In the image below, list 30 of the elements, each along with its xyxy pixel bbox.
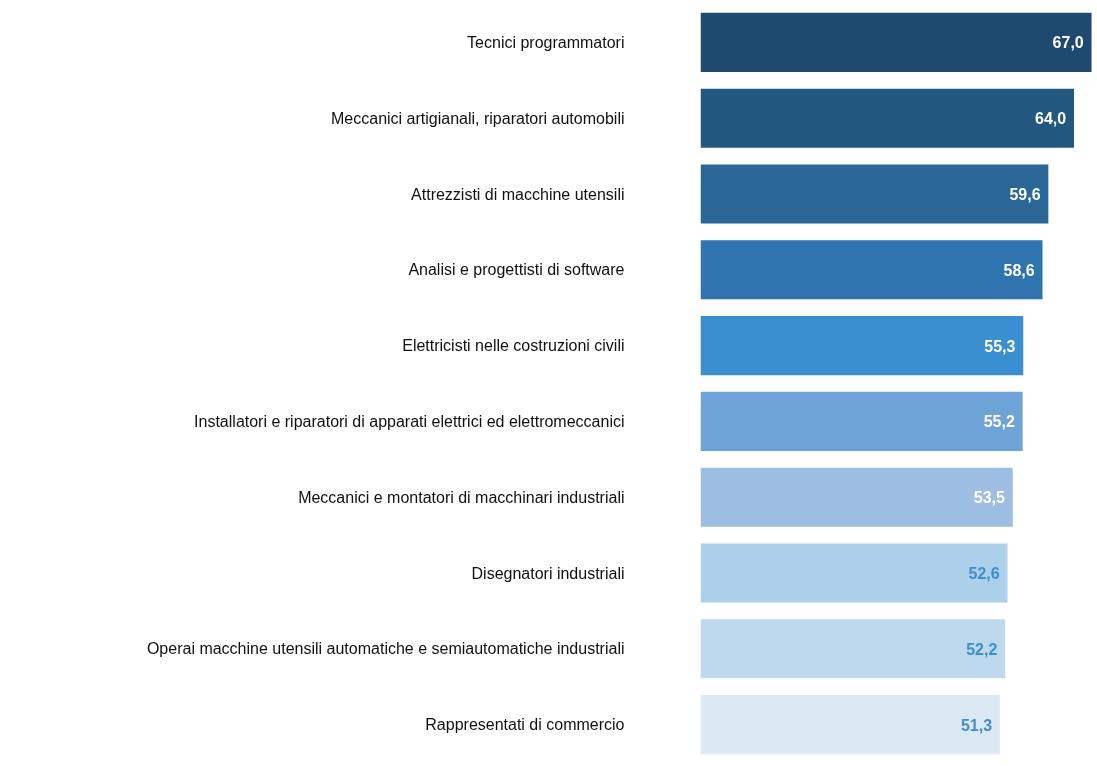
y-tick-label: Attrezzisti di macchine utensili	[411, 185, 625, 203]
data-label: 59,6	[1009, 186, 1041, 203]
data-label: 64,0	[1035, 110, 1067, 128]
bar	[700, 240, 1043, 300]
bar	[700, 467, 1013, 527]
y-tick-label: Meccanici artigianali, riparatori automobili	[331, 109, 625, 127]
data-label: 67,0	[1052, 34, 1084, 52]
data-label: 51,3	[960, 716, 993, 734]
y-tick-label: Installatori e riparatori di apparati elettrici ed elettromeccanici	[194, 412, 625, 430]
bar	[700, 88, 1075, 148]
data-label: 52,6	[968, 565, 1000, 582]
y-tick-label: Analisi e progettisti di software	[408, 261, 625, 279]
bar	[700, 695, 1000, 755]
y-tick-label: Rappresentati di commercio	[425, 716, 625, 734]
bar	[700, 543, 1008, 603]
bar	[700, 164, 1049, 224]
data-label: 58,6	[1003, 261, 1035, 279]
bar	[700, 316, 1024, 376]
y-tick-label: Meccanici e montatori di macchinari industriali	[298, 488, 625, 506]
data-label: 52,2	[966, 640, 998, 658]
data-label: 53,5	[973, 489, 1006, 507]
y-tick-label: Tecnici programmatori	[467, 33, 625, 51]
y-tick-label: Disegnatori industriali	[471, 564, 625, 582]
bar	[700, 391, 1023, 451]
y-tick-label: Operai macchine utensili automatiche e semiautomatiche industriali	[146, 640, 625, 658]
bar	[700, 619, 1006, 679]
data-label: 55,2	[983, 413, 1015, 431]
data-label: 55,3	[984, 337, 1016, 355]
y-tick-label: Elettricisti nelle costruzioni civili	[402, 337, 625, 355]
bar	[700, 12, 1092, 72]
